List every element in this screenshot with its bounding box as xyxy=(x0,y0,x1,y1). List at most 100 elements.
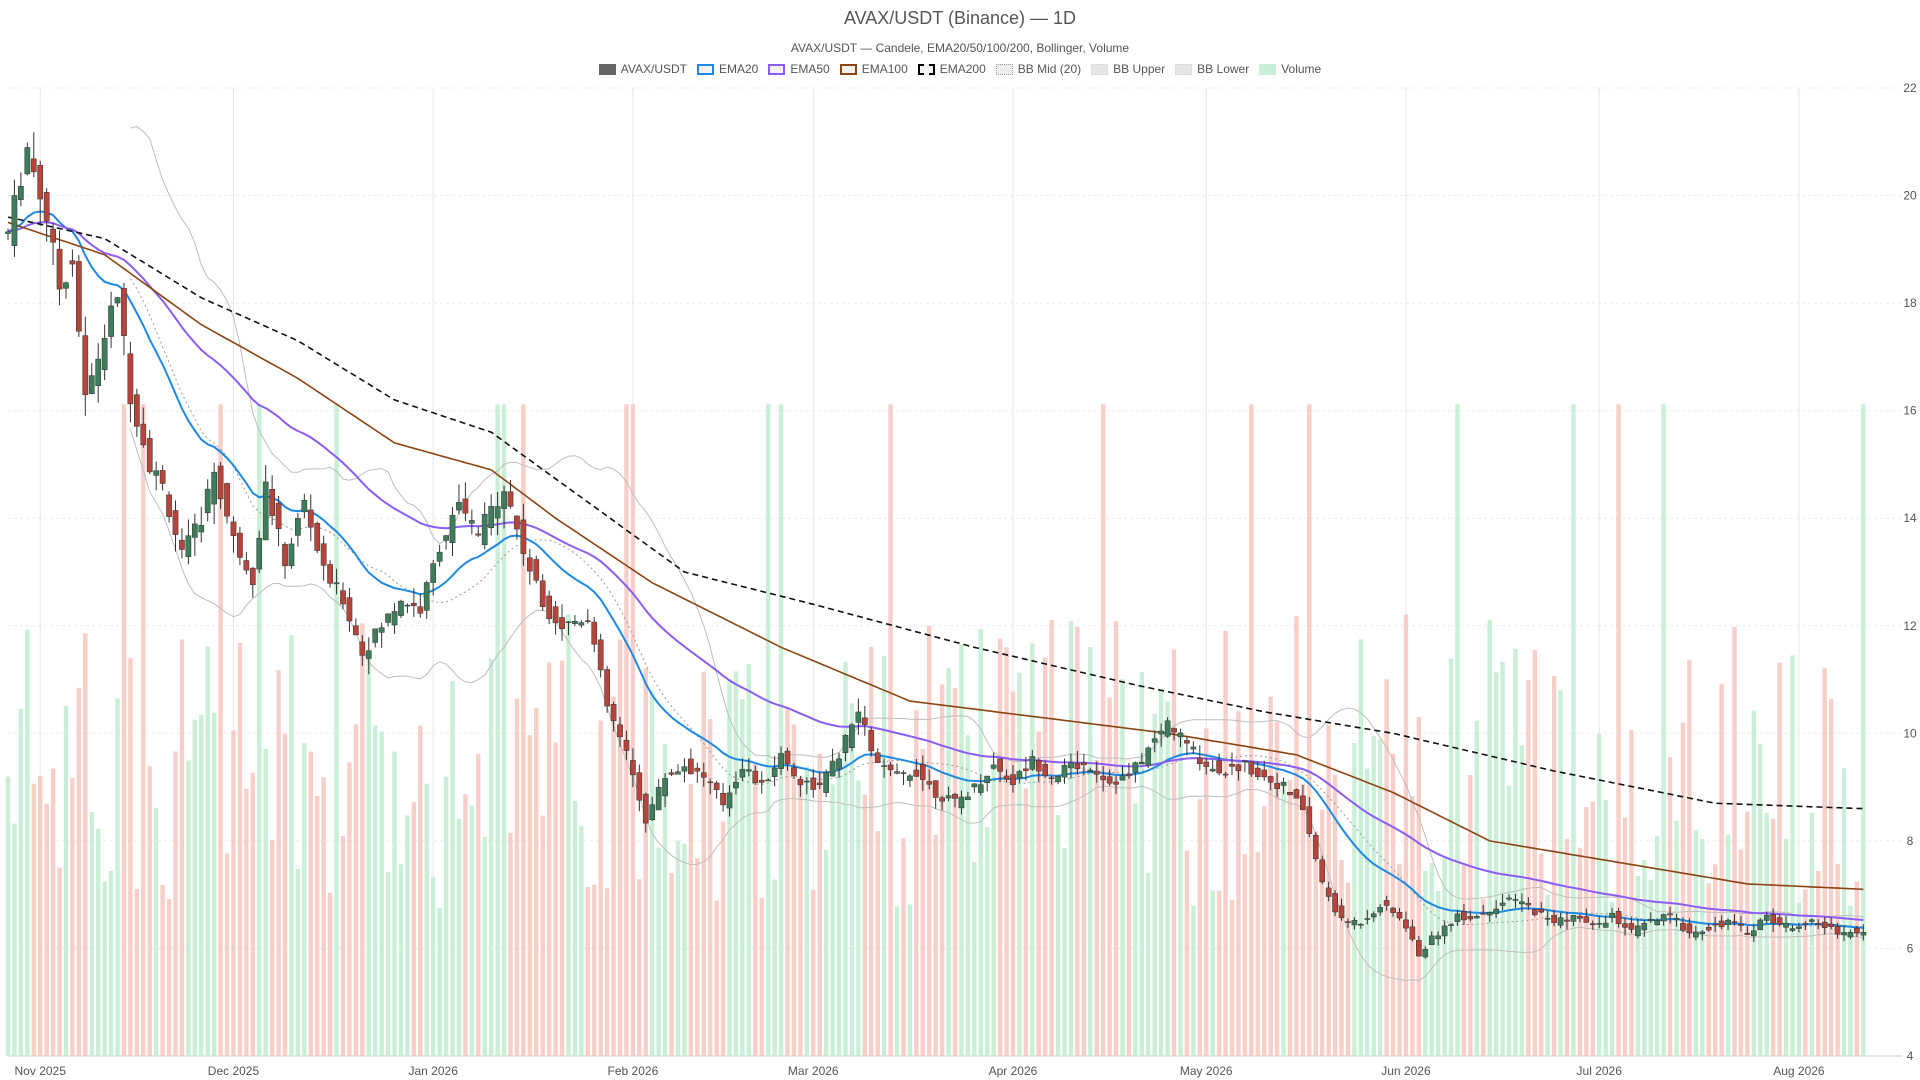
candle-body xyxy=(1448,924,1454,926)
legend-item[interactable]: Volume xyxy=(1259,62,1321,76)
volume-bar xyxy=(598,720,603,1056)
candle xyxy=(1596,915,1603,929)
candle xyxy=(1499,894,1506,911)
volume-bar xyxy=(579,826,584,1056)
candle xyxy=(11,179,18,257)
candle-body xyxy=(262,481,269,541)
candle-body xyxy=(1319,859,1326,883)
candle xyxy=(507,480,514,509)
candle xyxy=(1164,717,1171,738)
candle xyxy=(391,603,398,634)
candle xyxy=(108,291,114,348)
legend-item[interactable]: EMA50 xyxy=(768,62,830,76)
candle-body xyxy=(913,769,920,777)
candle xyxy=(56,230,63,306)
legend-item[interactable]: BB Mid (20) xyxy=(995,62,1081,76)
candle xyxy=(1351,917,1358,930)
volume-bar xyxy=(650,690,655,1056)
volume-bar xyxy=(443,776,449,1056)
volume-bar xyxy=(31,783,36,1056)
candle-body xyxy=(952,793,958,799)
volume-bar xyxy=(695,858,700,1056)
volume-bar xyxy=(707,719,713,1056)
volume-bar xyxy=(1152,714,1157,1056)
candle xyxy=(449,507,456,556)
candle-body xyxy=(1854,927,1860,934)
volume-bar xyxy=(1642,859,1647,1056)
candle-body xyxy=(681,766,688,772)
volume-bar xyxy=(1706,883,1711,1056)
volume-bar xyxy=(753,763,758,1056)
volume-bar xyxy=(1558,690,1563,1056)
candle xyxy=(1403,911,1409,932)
volume-bar xyxy=(1307,404,1312,1056)
candle-body xyxy=(984,775,991,784)
legend-item[interactable]: BB Lower xyxy=(1175,62,1249,76)
candle xyxy=(1196,745,1203,771)
volume-bar xyxy=(1229,899,1235,1056)
volume-bar xyxy=(572,801,578,1056)
legend-item[interactable]: EMA200 xyxy=(917,62,986,76)
volume-bar xyxy=(321,777,326,1056)
candle xyxy=(314,521,321,554)
candle xyxy=(95,343,102,403)
candle-body xyxy=(1100,775,1107,781)
candle-body xyxy=(1480,913,1487,915)
candle xyxy=(127,341,134,423)
volume-bar xyxy=(881,655,887,1056)
volume-bar xyxy=(946,668,951,1056)
candle-body xyxy=(275,502,282,530)
candle-body xyxy=(488,506,495,529)
candle-body xyxy=(1345,921,1351,923)
candle-body xyxy=(797,779,804,786)
legend-item[interactable]: EMA100 xyxy=(839,62,908,76)
candle-body xyxy=(514,515,520,530)
candle xyxy=(842,734,849,762)
candle-body xyxy=(468,520,475,524)
candle-body xyxy=(791,767,797,776)
candle-body xyxy=(1828,923,1834,927)
volume-bar xyxy=(1861,404,1866,1056)
candle xyxy=(881,758,887,778)
volume-bar xyxy=(1816,870,1821,1056)
volume-bar xyxy=(89,812,94,1056)
volume-bar xyxy=(1487,619,1492,1056)
candle xyxy=(1680,917,1686,933)
legend-item[interactable]: EMA20 xyxy=(697,62,758,76)
volume-bar xyxy=(1764,812,1769,1056)
candle-body xyxy=(1635,925,1641,937)
volume-bar xyxy=(482,836,487,1056)
volume-bar xyxy=(295,868,301,1056)
candle xyxy=(159,465,166,491)
candle-body xyxy=(868,730,875,752)
candle xyxy=(649,796,656,821)
volume-bar xyxy=(701,672,706,1056)
volume-bar xyxy=(315,795,320,1056)
candle xyxy=(1080,753,1087,775)
candle-body xyxy=(746,769,752,772)
candle-body xyxy=(874,752,881,763)
candle-body xyxy=(1615,911,1622,924)
candle xyxy=(816,771,823,789)
volume-bar xyxy=(115,698,120,1056)
candle xyxy=(1248,761,1255,777)
candle xyxy=(1686,918,1693,939)
x-tick-label: Feb 2026 xyxy=(608,1064,659,1078)
volume-bar xyxy=(1371,736,1376,1056)
candle xyxy=(945,786,952,802)
candle-body xyxy=(1119,775,1126,781)
candle-body xyxy=(475,533,482,536)
candle xyxy=(198,506,205,543)
legend-item[interactable]: AVAX/USDT xyxy=(598,62,687,76)
candle xyxy=(1338,898,1345,921)
candle xyxy=(1847,929,1854,940)
legend-swatch xyxy=(1091,63,1109,75)
candle xyxy=(1525,897,1532,910)
candle xyxy=(990,752,997,770)
candle xyxy=(655,779,662,811)
legend-item[interactable]: BB Upper xyxy=(1091,62,1165,76)
volume-bar xyxy=(933,834,938,1056)
volume-bar xyxy=(102,881,107,1056)
volume-bar xyxy=(1448,658,1454,1056)
legend-swatch xyxy=(917,63,935,75)
